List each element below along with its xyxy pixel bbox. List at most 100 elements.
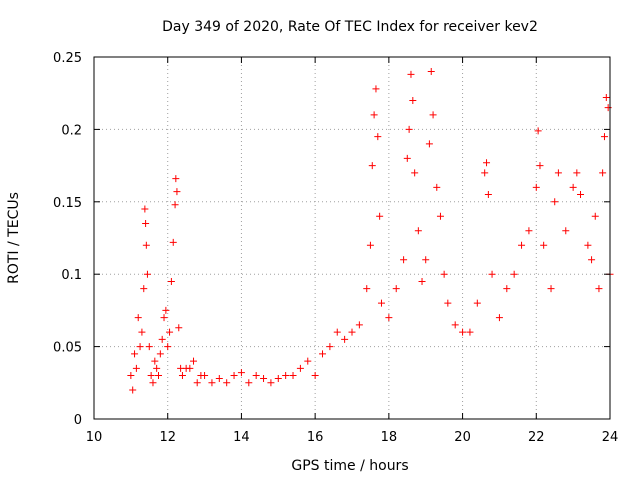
data-points-layer bbox=[127, 67, 614, 394]
data-point bbox=[186, 364, 194, 372]
data-point bbox=[604, 104, 612, 112]
data-point bbox=[414, 227, 422, 235]
data-point bbox=[436, 212, 444, 220]
data-point bbox=[510, 270, 518, 278]
data-point bbox=[481, 169, 489, 177]
data-point bbox=[525, 227, 533, 235]
data-point bbox=[142, 220, 150, 228]
data-point bbox=[473, 299, 481, 307]
data-point bbox=[127, 372, 135, 380]
data-point bbox=[223, 379, 231, 387]
data-point bbox=[289, 372, 297, 380]
data-point bbox=[296, 364, 304, 372]
data-point bbox=[326, 343, 334, 351]
data-point bbox=[140, 285, 148, 293]
data-point bbox=[193, 379, 201, 387]
data-point bbox=[595, 285, 603, 293]
data-point bbox=[403, 154, 411, 162]
x-tick-label: 10 bbox=[86, 430, 103, 445]
data-point bbox=[407, 70, 415, 78]
ticks-layer bbox=[93, 56, 611, 420]
data-point bbox=[143, 270, 151, 278]
plot-frame bbox=[93, 56, 611, 420]
y-tick-label: 0.2 bbox=[61, 123, 82, 138]
data-point bbox=[588, 256, 596, 264]
tick-labels-layer: 10 12 14 16 18 20 22 24 0 0.05 0.1 0.15 0.2 0.25 bbox=[53, 51, 618, 445]
data-point bbox=[547, 285, 555, 293]
data-point bbox=[495, 314, 503, 322]
data-point bbox=[138, 328, 146, 336]
data-point bbox=[536, 162, 544, 170]
data-point bbox=[400, 256, 408, 264]
data-point bbox=[230, 372, 238, 380]
data-point bbox=[425, 140, 433, 148]
data-point bbox=[405, 125, 413, 133]
x-axis-label: GPS time / hours bbox=[291, 458, 408, 474]
data-point bbox=[311, 372, 319, 380]
data-point bbox=[304, 357, 312, 365]
data-point bbox=[422, 256, 430, 264]
data-point bbox=[551, 198, 559, 206]
data-point bbox=[427, 67, 435, 75]
data-point bbox=[173, 188, 181, 196]
data-point bbox=[156, 350, 164, 358]
data-point bbox=[562, 227, 570, 235]
data-point bbox=[167, 277, 175, 285]
grid-layer bbox=[94, 57, 610, 419]
data-point bbox=[392, 285, 400, 293]
data-point bbox=[376, 212, 384, 220]
data-point bbox=[573, 169, 581, 177]
data-point bbox=[569, 183, 577, 191]
data-point bbox=[366, 241, 374, 249]
data-point bbox=[368, 162, 376, 170]
data-point bbox=[534, 127, 542, 135]
data-point bbox=[172, 175, 180, 183]
data-point bbox=[155, 372, 162, 380]
data-point bbox=[411, 169, 419, 177]
data-point bbox=[252, 372, 260, 380]
data-point bbox=[372, 85, 380, 93]
data-point bbox=[171, 201, 179, 209]
data-point bbox=[584, 241, 592, 249]
data-point bbox=[282, 372, 290, 380]
data-point bbox=[215, 374, 223, 382]
data-point bbox=[483, 159, 491, 167]
data-point bbox=[134, 314, 142, 322]
data-point bbox=[129, 386, 137, 394]
data-point bbox=[132, 364, 140, 372]
data-point bbox=[142, 241, 150, 249]
data-point bbox=[162, 306, 170, 314]
y-tick-label: 0.15 bbox=[53, 196, 82, 211]
data-point bbox=[341, 335, 349, 343]
data-point bbox=[153, 364, 161, 372]
data-point bbox=[208, 379, 216, 387]
data-point bbox=[433, 183, 441, 191]
data-point bbox=[267, 379, 275, 387]
x-tick-label: 18 bbox=[381, 430, 398, 445]
x-tick-label: 14 bbox=[233, 430, 250, 445]
data-point bbox=[355, 321, 363, 329]
data-point bbox=[201, 372, 209, 380]
y-tick-label: 0.1 bbox=[61, 268, 82, 283]
data-point bbox=[600, 133, 608, 141]
data-point bbox=[178, 372, 186, 380]
data-point bbox=[190, 357, 198, 365]
x-tick-label: 22 bbox=[528, 430, 545, 445]
data-point bbox=[577, 191, 585, 199]
data-point bbox=[484, 191, 492, 199]
data-point bbox=[540, 241, 548, 249]
x-tick-label: 20 bbox=[454, 430, 471, 445]
data-point bbox=[451, 321, 459, 329]
x-tick-label: 16 bbox=[307, 430, 324, 445]
y-tick-label: 0 bbox=[74, 413, 82, 428]
data-point bbox=[141, 205, 149, 213]
data-point bbox=[459, 328, 467, 336]
data-point bbox=[466, 328, 474, 336]
y-axis-label: ROTI / TECUs bbox=[6, 192, 22, 284]
x-tick-label: 12 bbox=[159, 430, 176, 445]
data-point bbox=[374, 133, 382, 141]
data-point bbox=[158, 335, 166, 343]
data-point bbox=[333, 328, 341, 336]
data-point bbox=[591, 212, 599, 220]
x-tick-label: 24 bbox=[602, 430, 619, 445]
